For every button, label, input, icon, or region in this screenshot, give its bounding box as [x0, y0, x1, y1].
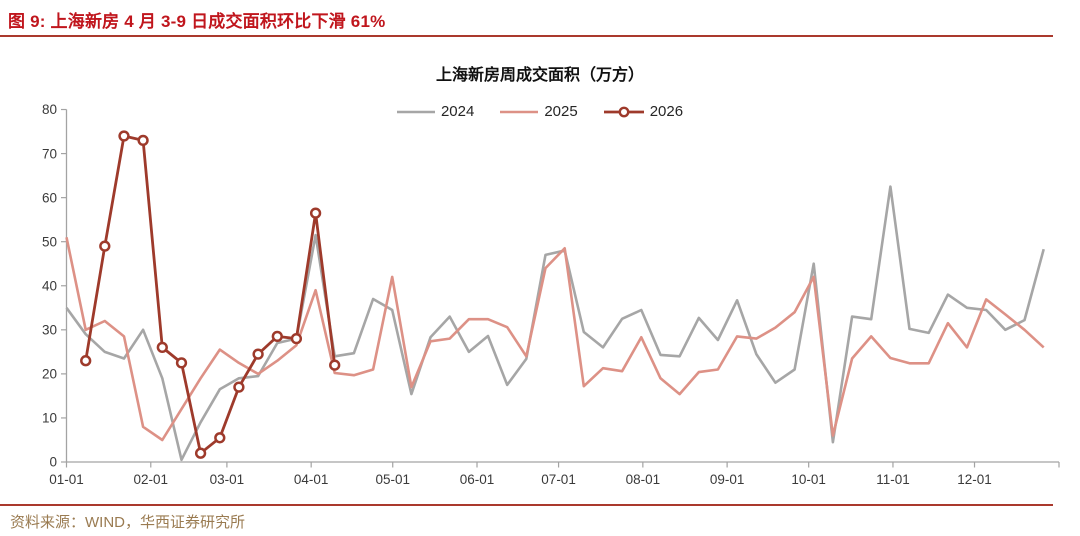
x-tick-label: 10-01 [791, 472, 826, 487]
x-tick-label: 06-01 [460, 472, 495, 487]
legend-label-2025: 2025 [544, 103, 578, 120]
top-divider [0, 35, 1053, 37]
x-tick-label: 08-01 [626, 472, 661, 487]
y-tick-label: 40 [42, 278, 57, 293]
y-tick-label: 50 [42, 234, 57, 249]
y-tick-label: 80 [42, 102, 57, 117]
legend-label-2024: 2024 [440, 103, 475, 120]
data-point-marker-2026 [233, 381, 245, 393]
legend-item-2024: 2024 [396, 103, 475, 120]
x-tick-label: 04-01 [294, 472, 329, 487]
chart-legend: 2024 2025 2026 [0, 103, 1080, 120]
legend-label-2026: 2026 [649, 103, 684, 120]
series-line-2025 [65, 237, 1045, 442]
bottom-divider [0, 504, 1053, 506]
y-tick-label: 0 [49, 455, 57, 470]
data-point-marker-2026 [156, 341, 168, 354]
chart-title: 上海新房周成交面积（万方） [435, 67, 644, 84]
source-note: 资料来源：WIND，华西证券研究所 [10, 514, 245, 531]
series-line-2024 [65, 185, 1045, 462]
x-tick-label: 05-01 [375, 472, 410, 487]
data-point-marker-2026 [194, 447, 207, 459]
y-tick-label: 10 [42, 411, 57, 426]
data-point-marker-2026 [175, 357, 188, 369]
legend-item-2026: 2026 [603, 103, 684, 120]
y-tick-label: 20 [42, 367, 57, 382]
data-point-marker-2026 [214, 432, 226, 444]
legend-line-marker-2026-icon [603, 106, 644, 117]
data-point-marker-2026 [309, 207, 322, 219]
data-point-marker-2026 [99, 240, 111, 252]
legend-item-2025: 2025 [500, 103, 578, 120]
data-point-marker-2026 [252, 348, 264, 360]
x-tick-label: 01-01 [49, 472, 84, 487]
data-point-marker-2026 [290, 332, 303, 345]
data-point-marker-2026 [137, 134, 149, 147]
legend-line-2024-icon [396, 110, 435, 113]
x-tick-label: 09-01 [710, 472, 745, 487]
x-tick-label: 07-01 [541, 472, 576, 487]
data-point-marker-2026 [271, 330, 283, 343]
data-point-marker-2026 [118, 130, 130, 142]
x-tick-label: 02-01 [134, 472, 169, 487]
legend-line-2025-icon [500, 110, 539, 113]
line-chart: 0 10 20 30 40 50 60 70 80 01-01 02-01 03-01 04-01 05-… [42, 102, 1060, 487]
figure-caption: 图 9: 上海新房 4 月 3-9 日成交面积环比下滑 61% [8, 12, 386, 31]
x-tick-label: 12-01 [957, 472, 992, 487]
data-point-marker-2026 [80, 355, 92, 367]
x-tick-label: 11-01 [876, 472, 910, 487]
y-tick-label: 60 [42, 190, 57, 205]
data-point-marker-2026 [329, 359, 341, 371]
y-tick-label: 30 [42, 323, 57, 338]
y-tick-label: 70 [42, 146, 57, 161]
x-tick-label: 03-01 [210, 472, 245, 487]
